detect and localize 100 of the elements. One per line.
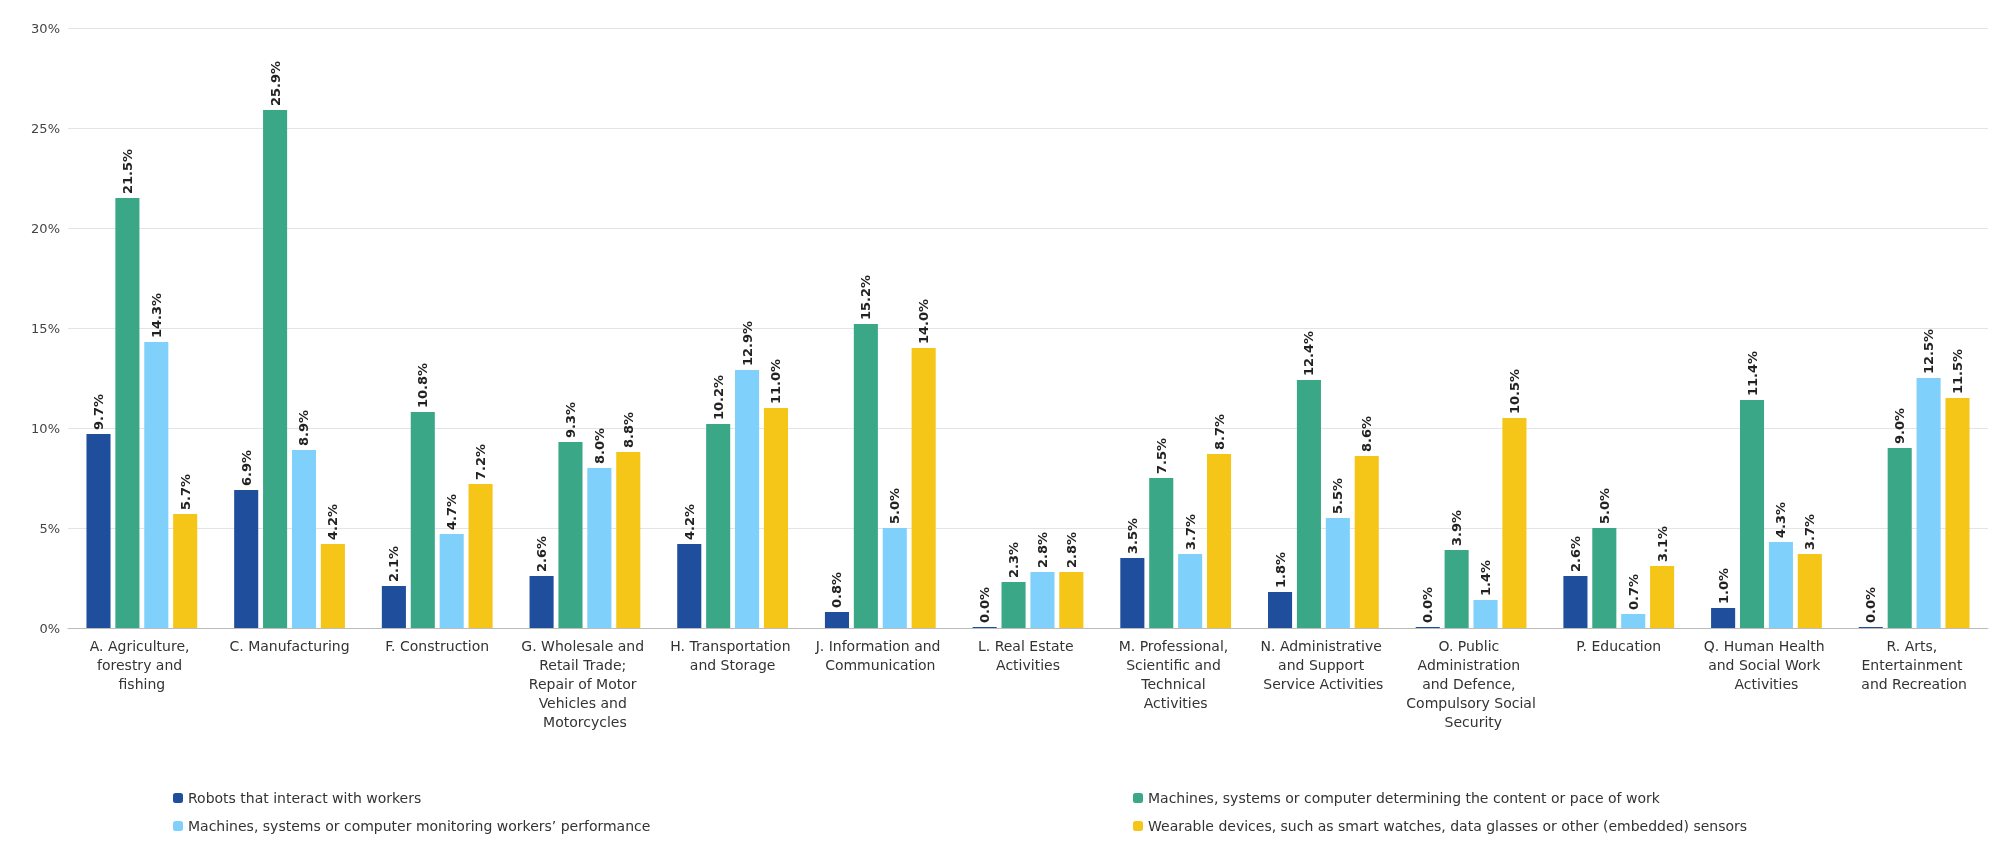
data-label: 8.0% bbox=[591, 427, 607, 464]
data-label: 15.2% bbox=[858, 274, 874, 320]
bar bbox=[1563, 576, 1588, 628]
data-label: 4.3% bbox=[1773, 501, 1789, 538]
bar bbox=[763, 408, 788, 628]
data-label: 1.4% bbox=[1478, 559, 1494, 596]
bar bbox=[1711, 608, 1736, 628]
data-label: 12.4% bbox=[1301, 330, 1317, 376]
data-label: 8.7% bbox=[1211, 413, 1227, 450]
data-label: 3.7% bbox=[1182, 513, 1198, 550]
bar bbox=[439, 534, 464, 628]
data-label: 0.7% bbox=[1625, 573, 1641, 610]
legend-label: Machines, systems or computer monitoring workers’ performance bbox=[188, 818, 651, 834]
bar bbox=[1650, 566, 1675, 628]
y-tick-label: 30% bbox=[31, 20, 60, 36]
bar bbox=[529, 576, 554, 628]
bar bbox=[234, 490, 259, 628]
data-label: 11.0% bbox=[768, 358, 784, 404]
bar bbox=[291, 450, 317, 628]
data-label: 0.0% bbox=[977, 586, 993, 623]
bar bbox=[1268, 592, 1293, 628]
data-label: 4.7% bbox=[444, 493, 460, 530]
y-tick-label: 5% bbox=[39, 520, 60, 536]
data-label: 5.7% bbox=[177, 473, 193, 510]
bar bbox=[263, 110, 288, 628]
x-tick-label: C. Manufacturing bbox=[229, 637, 350, 654]
bar bbox=[616, 452, 641, 628]
legend-label: Robots that interact with workers bbox=[188, 790, 422, 806]
x-tick-label: H. Transportation and Storage bbox=[670, 637, 795, 673]
y-tick-label: 25% bbox=[31, 120, 60, 136]
bar bbox=[911, 348, 936, 628]
x-tick-label: O. Public Administration and Defence, Compulsory Social Security bbox=[1406, 637, 1536, 730]
x-tick-label: M. Professional, Scientific and Technical Activities bbox=[1118, 637, 1233, 711]
data-label: 2.1% bbox=[386, 545, 402, 582]
bar bbox=[1001, 582, 1026, 628]
bar bbox=[320, 544, 345, 628]
data-label: 11.5% bbox=[1950, 348, 1965, 394]
data-label: 0.8% bbox=[829, 571, 845, 608]
data-label: 9.3% bbox=[562, 401, 578, 438]
data-label: 11.4% bbox=[1744, 350, 1760, 396]
data-label: 7.5% bbox=[1153, 437, 1169, 474]
bar bbox=[1354, 456, 1379, 628]
data-label: 0.0% bbox=[1420, 586, 1436, 623]
bar bbox=[86, 434, 111, 628]
data-label: 2.6% bbox=[1567, 535, 1583, 572]
x-tick-label: L. Real Estate Activities bbox=[977, 637, 1079, 673]
bar bbox=[587, 468, 612, 628]
y-tick-label: 15% bbox=[31, 320, 60, 336]
data-label: 5.5% bbox=[1330, 477, 1346, 514]
bar bbox=[824, 612, 849, 628]
x-tick-label: N. Administrative and Support Service Activities bbox=[1260, 637, 1387, 692]
data-label: 3.7% bbox=[1802, 513, 1818, 550]
data-label: 5.0% bbox=[1596, 487, 1612, 524]
data-label: 2.6% bbox=[534, 535, 550, 572]
data-label: 0.0% bbox=[1863, 586, 1879, 623]
x-tick-label: G. Wholesale and Retail Trade; Repair of Motor Vehicles and Motorcycles bbox=[521, 637, 649, 730]
x-tick-label: A. Agriculture, forestry and fishing bbox=[89, 637, 194, 692]
data-label: 8.6% bbox=[1359, 415, 1375, 452]
data-label: 10.8% bbox=[415, 362, 431, 408]
data-label: 25.9% bbox=[267, 60, 283, 106]
data-label: 14.0% bbox=[916, 298, 932, 344]
bar bbox=[1120, 558, 1145, 628]
bar bbox=[1444, 550, 1469, 628]
bar bbox=[706, 424, 731, 628]
bar bbox=[1768, 542, 1793, 628]
bar bbox=[1621, 614, 1646, 628]
bar bbox=[1739, 400, 1765, 628]
bar bbox=[1797, 554, 1822, 628]
bar bbox=[1887, 448, 1912, 628]
legend-label: Wearable devices, such as smart watches, data glasses or other (embedded) sensors bbox=[1148, 818, 1748, 834]
data-label: 5.0% bbox=[887, 487, 903, 524]
data-label: 3.5% bbox=[1124, 517, 1140, 554]
bar bbox=[1296, 380, 1321, 628]
x-tick-label: F. Construction bbox=[385, 637, 490, 654]
data-label: 21.5% bbox=[119, 148, 135, 194]
x-tick-label: P. Education bbox=[1576, 637, 1662, 654]
data-label: 12.9% bbox=[739, 320, 755, 366]
bar bbox=[735, 370, 760, 628]
bar bbox=[1325, 518, 1350, 628]
bar bbox=[1916, 378, 1941, 628]
bar bbox=[1149, 478, 1174, 628]
data-label: 2.8% bbox=[1034, 531, 1050, 568]
x-tick-label: R. Arts, Entertainment and Recreation bbox=[1861, 637, 1967, 692]
bar bbox=[1592, 528, 1617, 628]
data-label: 8.8% bbox=[620, 411, 636, 448]
bar bbox=[1473, 600, 1498, 628]
data-label: 3.9% bbox=[1449, 509, 1465, 546]
data-label: 9.0% bbox=[1892, 407, 1908, 444]
data-label: 2.8% bbox=[1063, 531, 1079, 568]
data-label: 8.9% bbox=[296, 409, 312, 446]
bar bbox=[853, 324, 878, 628]
bar bbox=[173, 514, 198, 628]
data-label: 1.8% bbox=[1272, 551, 1288, 588]
data-label: 7.2% bbox=[473, 443, 489, 480]
bar bbox=[115, 198, 140, 628]
data-label: 12.5% bbox=[1921, 328, 1937, 374]
data-label: 3.1% bbox=[1654, 525, 1670, 562]
x-tick-label: Q. Human Health and Social Work Activities bbox=[1703, 637, 1830, 692]
data-label: 14.3% bbox=[148, 292, 164, 338]
bar bbox=[468, 484, 493, 628]
